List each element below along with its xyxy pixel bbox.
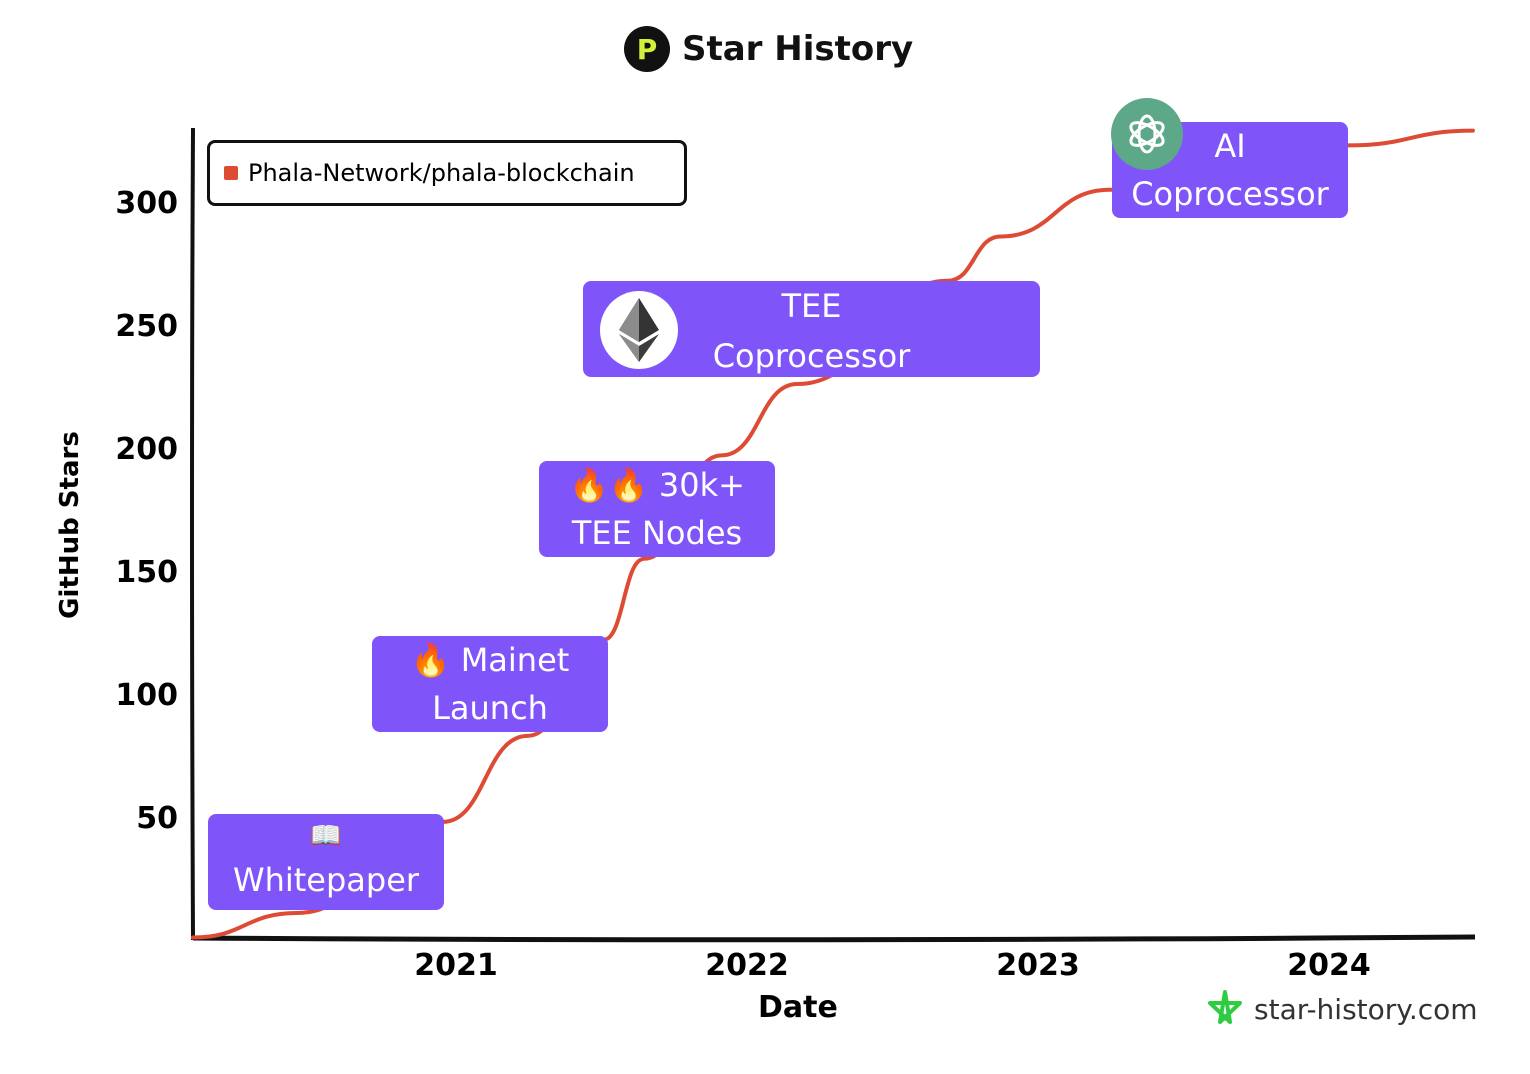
annotation-tee-nodes: 🔥🔥 30k+ TEE Nodes [539, 461, 775, 557]
legend: Phala-Network/phala-blockchain [207, 140, 687, 206]
y-tick-label: 300 [115, 186, 178, 221]
annotation-whitepaper: 📖 Whitepaper [208, 814, 444, 910]
title-text: Star History [682, 29, 914, 69]
legend-label: Phala-Network/phala-blockchain [248, 159, 635, 187]
annotation-text: Coprocessor [1131, 175, 1329, 213]
annotation-text: Coprocessor [712, 337, 911, 375]
x-axis-label: Date [758, 990, 838, 1025]
y-tick-label: 200 [115, 432, 178, 467]
chart-title: P Star History [624, 26, 913, 72]
legend-swatch [224, 166, 238, 180]
watermark[interactable]: star-history.com [1206, 990, 1478, 1028]
y-axis-line [190, 127, 195, 941]
annotation-mainnet: 🔥 Mainet Launch [372, 636, 608, 732]
x-tick-label: 2024 [1287, 948, 1371, 983]
annotation-text: Launch [432, 689, 548, 727]
ethereum-icon [600, 291, 678, 369]
annotation-text: Whitepaper [232, 861, 420, 899]
x-tick-label: 2021 [414, 948, 498, 983]
y-axis-label: GitHub Stars [55, 431, 85, 619]
star-history-logo-icon [1208, 990, 1242, 1024]
annotation-text: AI [1214, 127, 1246, 165]
x-tick-label: 2023 [996, 948, 1080, 983]
phala-logo-icon: P [624, 26, 670, 72]
x-axis-line [192, 934, 1476, 943]
y-tick-label: 100 [115, 678, 178, 713]
x-tick-label: 2022 [705, 948, 789, 983]
annotation-text: 🔥🔥 30k+ [569, 466, 745, 504]
annotation-text: TEE [781, 287, 842, 325]
y-tick-label: 250 [115, 309, 178, 344]
book-icon: 📖 [309, 821, 343, 851]
annotation-text: 🔥 Mainet [410, 641, 570, 679]
annotation-text: TEE Nodes [571, 514, 743, 552]
y-tick-label: 50 [136, 801, 178, 836]
openai-icon [1111, 98, 1183, 170]
watermark-text: star-history.com [1254, 992, 1478, 1026]
y-tick-label: 150 [115, 555, 178, 590]
